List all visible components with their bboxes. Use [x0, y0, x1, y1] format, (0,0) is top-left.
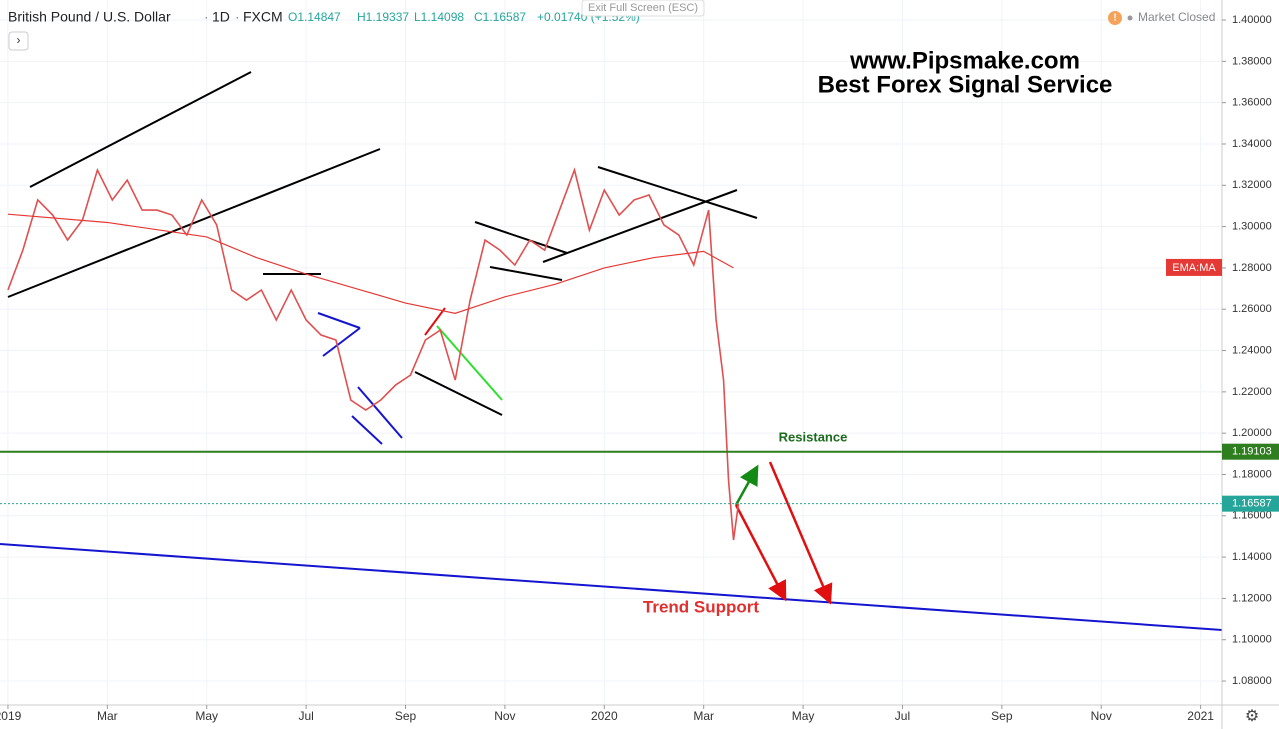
y-tick-label: 1.18000: [1232, 468, 1272, 480]
status: Market Closed: [1138, 10, 1215, 24]
symbol: British Pound / U.S. Dollar: [8, 9, 171, 25]
y-tick-label: 1.20000: [1232, 427, 1272, 439]
status-dot: [1127, 15, 1133, 21]
ohlc: C1.16587: [474, 10, 526, 24]
level-label: 1.16587: [1232, 498, 1272, 510]
plot: [0, 167, 1222, 541]
trendline: [436, 325, 503, 401]
exit-label[interactable]: Exit Full Screen (ESC): [588, 2, 698, 14]
y-tick-label: 1.40000: [1232, 14, 1272, 26]
watermark: Best Forex Signal Service: [818, 71, 1113, 98]
trendline: [424, 307, 446, 336]
x-tick-label: Sep: [991, 709, 1013, 723]
x-tick-label: May: [195, 709, 218, 723]
x-tick-label: Jul: [298, 709, 313, 723]
interval: 1D: [212, 9, 230, 25]
y-tick-label: 1.30000: [1232, 221, 1272, 233]
trendline: [414, 371, 503, 416]
header: British Pound / U.S. Dollar · 1D · FXCM …: [8, 0, 1259, 725]
y-tick-label: 1.14000: [1232, 551, 1272, 563]
grid: [0, 0, 1222, 705]
price-line: [7, 167, 740, 541]
y-tick-label: 1.24000: [1232, 344, 1272, 356]
arrow: [734, 504, 787, 602]
x-tick-label: Mar: [693, 709, 714, 723]
y-tick-label: 1.32000: [1232, 179, 1272, 191]
level-tag: [1222, 443, 1279, 460]
trendline: [29, 71, 252, 188]
level-label: 1.19103: [1232, 446, 1272, 458]
y-tick-label: 1.08000: [1232, 675, 1272, 687]
y-tick-label: 1.10000: [1232, 634, 1272, 646]
x-tick-label: 2021: [1187, 709, 1214, 723]
trendline: [474, 221, 568, 254]
trend-support-line: [0, 543, 1223, 631]
legend-tag: [1166, 258, 1222, 276]
source: FXCM: [243, 9, 283, 25]
y-tick-label: 1.34000: [1232, 138, 1272, 150]
x-tick-label: Nov: [1091, 709, 1112, 723]
trendline: [317, 312, 361, 329]
watermark: www.Pipsmake.com: [849, 47, 1080, 74]
sep: ·: [204, 9, 209, 25]
trendline: [322, 327, 361, 357]
legend-label: EMA:MA: [1172, 262, 1216, 274]
x-tick-label: 2019: [0, 709, 22, 723]
exit-button[interactable]: [581, 0, 705, 17]
y-tick-label: 1.16000: [1232, 510, 1272, 522]
arrow: [768, 461, 833, 605]
ohlc: L1.14098: [414, 10, 464, 24]
annotation: Resistance: [779, 429, 848, 444]
status-icon-mark: !: [1113, 13, 1116, 24]
settings-icon[interactable]: ⚙: [1245, 708, 1259, 725]
x-tick-label: Mar: [97, 709, 118, 723]
annotation: Trend Support: [643, 597, 760, 616]
y-tick-label: 1.26000: [1232, 303, 1272, 315]
y-tick-label: 1.28000: [1232, 262, 1272, 274]
trendline: [357, 386, 403, 439]
ohlc: O1.14847: [288, 10, 341, 24]
ema-line: [7, 213, 734, 314]
collapse-icon[interactable]: ›: [17, 33, 21, 47]
arrow: [734, 464, 759, 506]
x-tick-label: 2020: [591, 709, 618, 723]
collapse-button[interactable]: [8, 31, 29, 51]
x-tick-label: May: [792, 709, 815, 723]
trendline: [597, 166, 758, 219]
drawings: [0, 71, 1223, 631]
y-tick-label: 1.12000: [1232, 592, 1272, 604]
x-tick-label: Nov: [494, 709, 515, 723]
ohlc: H1.19337: [357, 10, 409, 24]
trendline: [542, 189, 738, 263]
y-tick-label: 1.22000: [1232, 386, 1272, 398]
x-tick-label: Jul: [895, 709, 910, 723]
y-tick-label: 1.38000: [1232, 55, 1272, 67]
sep: ·: [235, 9, 240, 25]
y-tick-label: 1.36000: [1232, 97, 1272, 109]
trendline: [351, 415, 383, 445]
trendline: [489, 266, 563, 281]
trendline: [7, 148, 381, 298]
x-tick-label: Sep: [395, 709, 417, 723]
level-tag: [1222, 495, 1279, 512]
status-icon: [1108, 11, 1122, 25]
